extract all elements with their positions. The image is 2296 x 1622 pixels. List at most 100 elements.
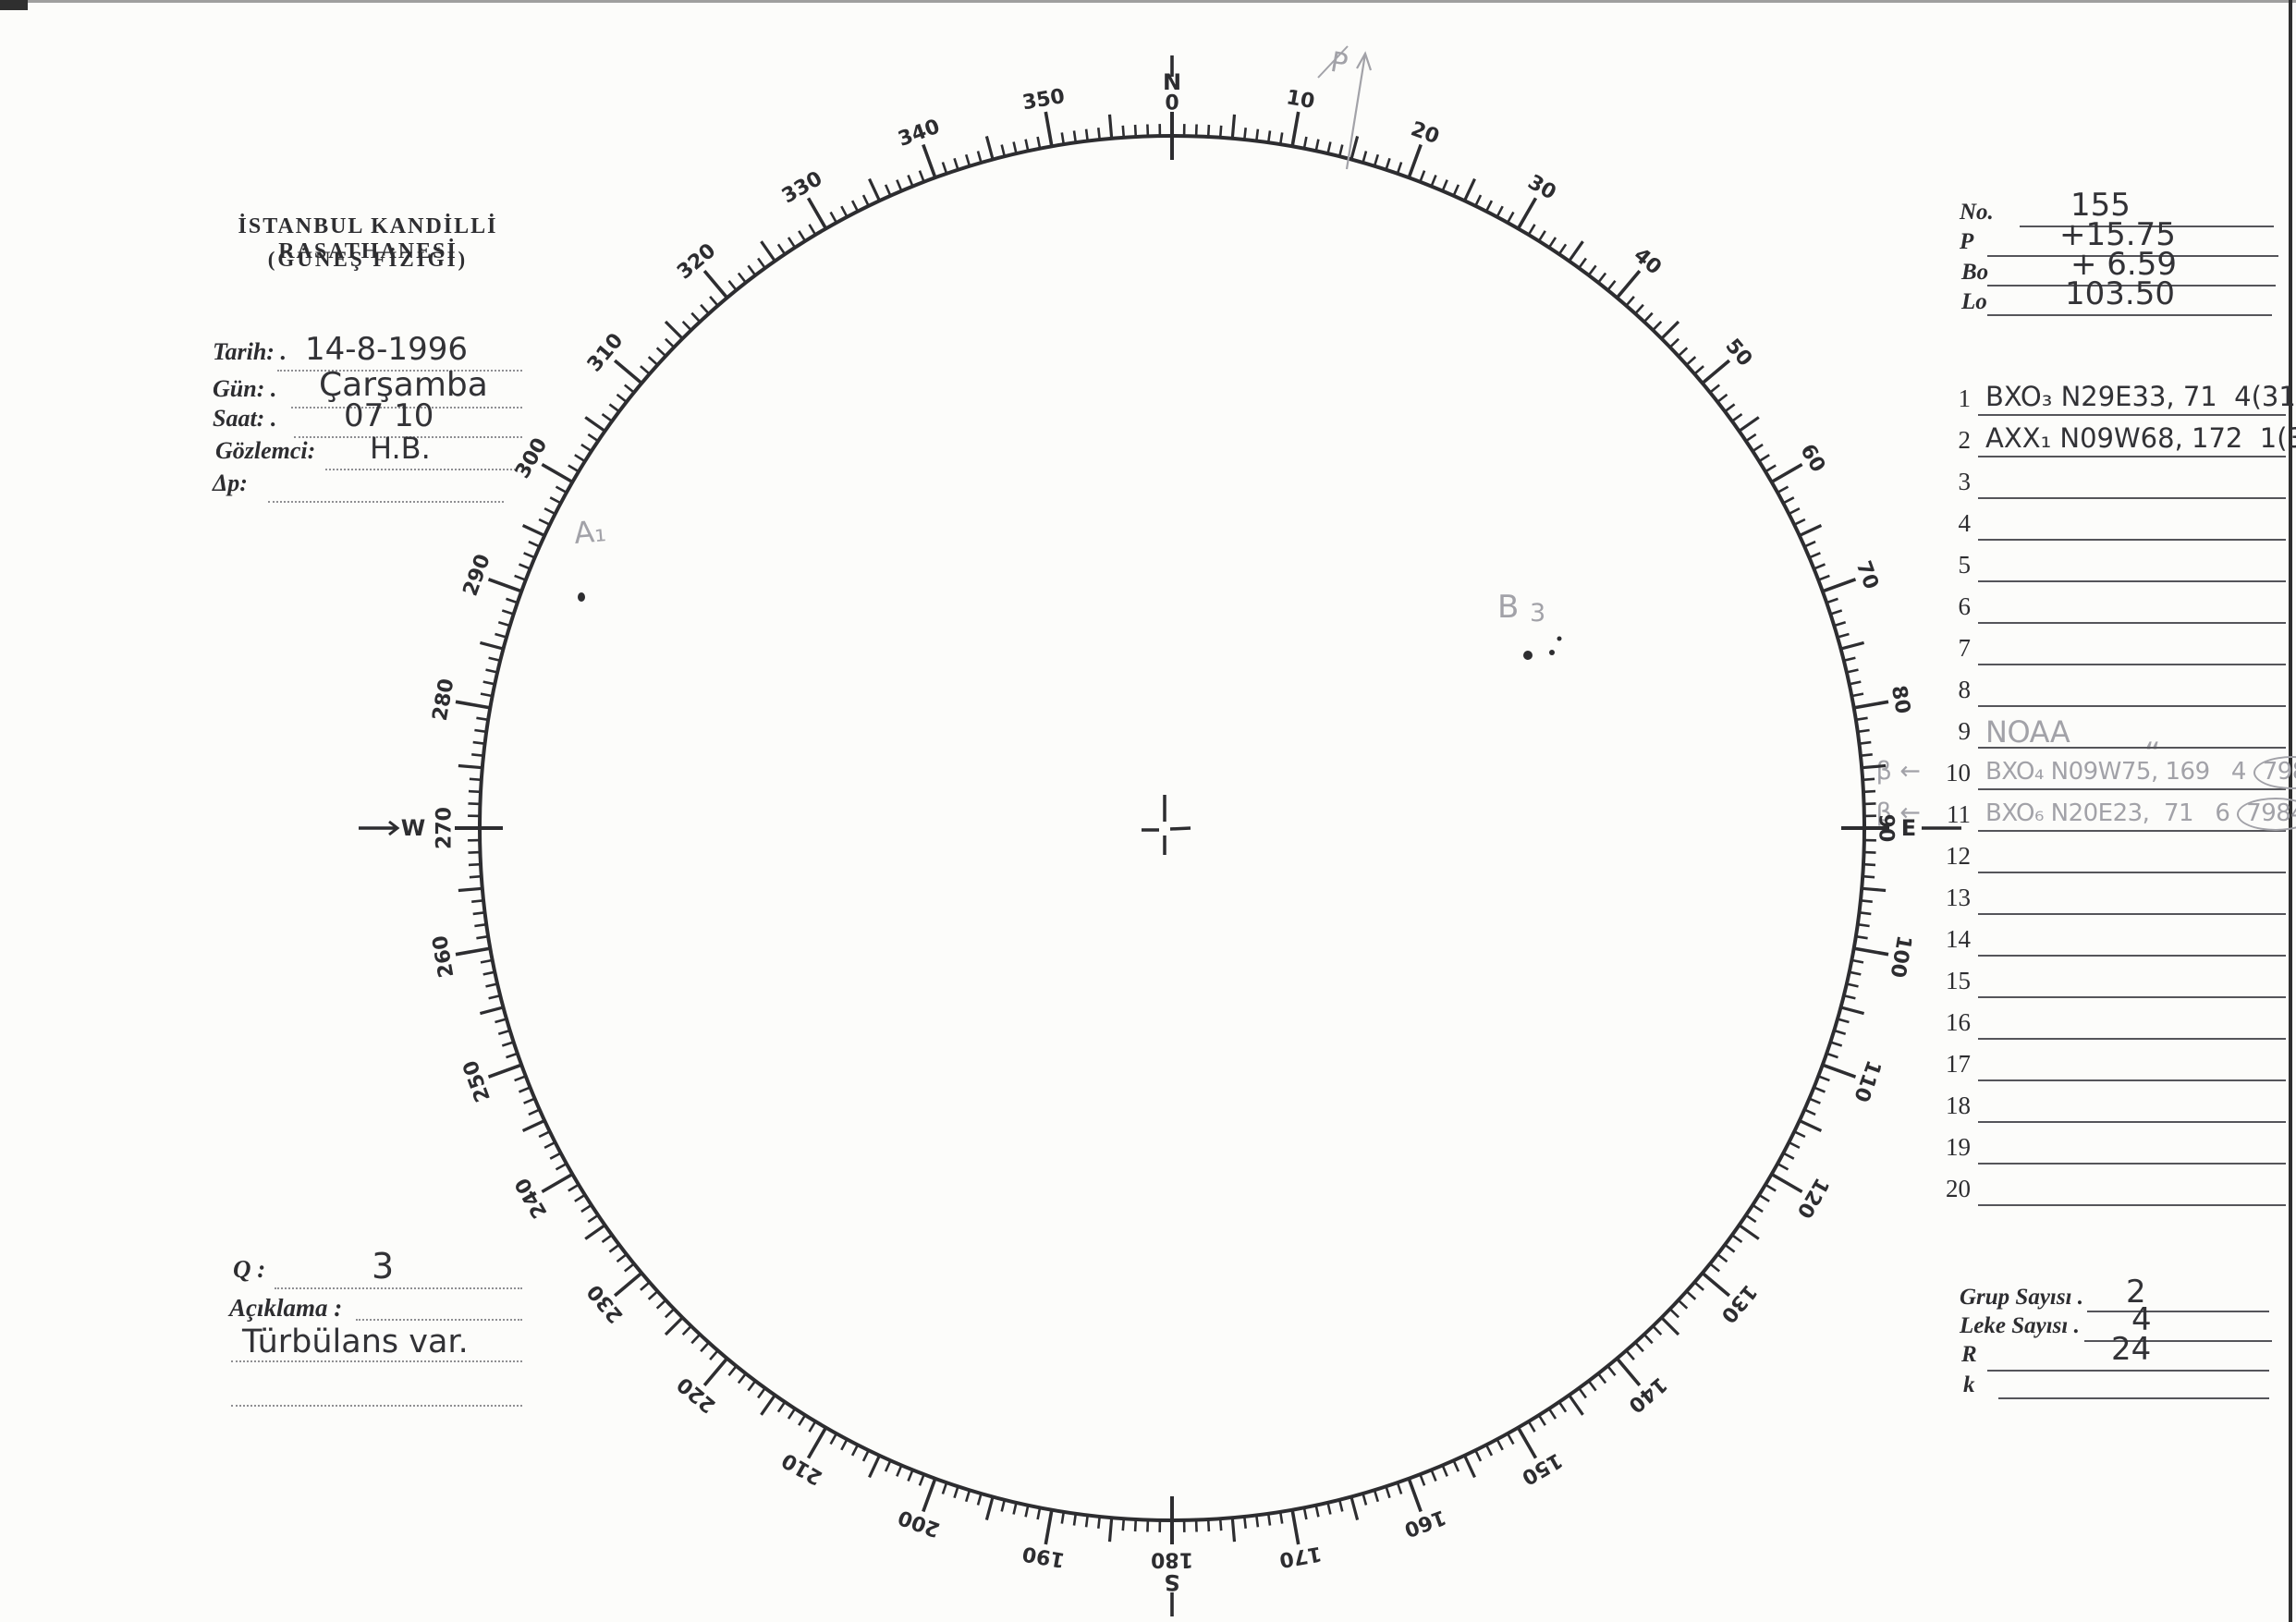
degree-label: 230 — [583, 1280, 629, 1327]
pole-arrowhead-west — [388, 820, 400, 836]
log-row-line — [1978, 1204, 2286, 1206]
log-row-number: 4 — [1958, 509, 1972, 537]
log-row-number: 19 — [1946, 1133, 1971, 1161]
p-angle-arrowhead — [1356, 51, 1373, 71]
log-row-line — [1978, 705, 2286, 707]
q-line — [275, 1287, 522, 1289]
degree-label: 330 — [778, 167, 826, 209]
pole-letter-east: E — [1901, 815, 1916, 841]
degree-label: 40 — [1629, 244, 1666, 280]
log-row-line — [1978, 664, 2286, 665]
log-row-beta-mark: β ← — [1875, 799, 1921, 827]
summary-line-r — [1987, 1370, 2269, 1372]
summary-line-grup-sayisi — [2087, 1311, 2269, 1312]
summary-label-k: k — [1963, 1372, 1975, 1397]
degree-label: 220 — [673, 1372, 720, 1417]
log-row-number: 15 — [1946, 967, 1971, 994]
pole-degree-label-east: 90 — [1875, 814, 1898, 843]
log-row-number: 16 — [1946, 1008, 1971, 1036]
ephemeris-line-no — [2020, 226, 2274, 227]
pole-degree-label-west: 270 — [434, 807, 457, 849]
degree-label: 30 — [1523, 171, 1559, 205]
degree-ticks-minor — [468, 124, 1876, 1532]
center-crosshair — [1169, 826, 1191, 831]
log-row-line — [1978, 580, 2286, 582]
info-label-saat: Saat: . — [213, 405, 277, 432]
log-row-number: 13 — [1946, 884, 1971, 911]
log-row-line — [1978, 1163, 2286, 1165]
ephemeris-line-p — [1987, 255, 2278, 257]
log-row-line — [1978, 872, 2286, 873]
summary-label-leke-sayisi: Leke Sayısı . — [1960, 1313, 2080, 1338]
log-row-line — [1978, 456, 2286, 457]
degree-label: 100 — [1886, 933, 1916, 980]
degree-label: 20 — [1408, 117, 1442, 149]
log-row-line — [1978, 955, 2286, 957]
observatory-title: İSTANBUL KANDİLLİ RASATHANESİ — [238, 214, 498, 263]
degree-ticks-mid — [458, 114, 1887, 1543]
log-row-entry: AXX₁ N09W68, 172 1(30) — [1985, 422, 2296, 454]
info-line-saat — [294, 436, 522, 438]
log-row-line — [1978, 622, 2286, 624]
degree-label: 10 — [1285, 86, 1317, 114]
info-label-delta-p: Δp: — [213, 470, 248, 496]
degree-label: 320 — [673, 239, 720, 285]
info-label-gun: Gün: . — [213, 375, 277, 402]
info-value-gozlemci: H.B. — [370, 431, 431, 466]
log-row-line — [1978, 830, 2286, 832]
log-row-line — [1978, 996, 2286, 998]
log-row-line — [1978, 1121, 2286, 1123]
summary-line-k — [1998, 1397, 2269, 1399]
summary-line-leke-sayisi — [2084, 1340, 2272, 1342]
q-label: Q : — [233, 1255, 266, 1283]
info-label-gozlemci: Gözlemci: — [215, 437, 316, 464]
summary-value-grup-sayisi: 2 — [2126, 1274, 2146, 1311]
degree-label: 340 — [896, 116, 944, 152]
degree-ticks-major — [455, 111, 1889, 1545]
scan-corner-mark — [0, 0, 28, 10]
degree-label: 140 — [1624, 1372, 1671, 1417]
observatory-subtitle: (GÜNEŞ FİZİĞİ) — [267, 248, 469, 271]
scan-edge-top — [0, 0, 2296, 3]
log-row-entry: NOAA — [1985, 714, 2070, 750]
log-row-number: 17 — [1946, 1050, 1971, 1078]
summary-value-leke-sayisi: 4 — [2131, 1301, 2152, 1338]
degree-label: 240 — [511, 1174, 553, 1222]
info-line-tarih — [277, 370, 522, 372]
group-a-pencil-label: A₁ — [572, 513, 607, 551]
p-angle-arrow-shaft — [1345, 53, 1367, 170]
remarks-note: Türbülans var. — [242, 1323, 469, 1360]
ephemeris-value-p: +15.75 — [2059, 216, 2176, 253]
log-row-beta-mark: β ← — [1875, 757, 1921, 786]
ephemeris-label-bo: Bo — [1961, 260, 1989, 285]
log-row-line — [1978, 788, 2286, 790]
sunspot-group-b — [1523, 651, 1533, 660]
ephemeris-value-no: 155 — [2070, 187, 2131, 224]
sunspot-group-b — [1549, 650, 1555, 655]
p-angle-label-slash — [1317, 45, 1349, 79]
ephemeris-value-bo: + 6.59 — [2070, 246, 2177, 283]
aciklama-label: Açıklama : — [229, 1294, 343, 1322]
log-row-line — [1978, 913, 2286, 915]
ephemeris-label-no: No. — [1960, 200, 1994, 225]
log-row-number: 9 — [1958, 717, 1972, 745]
degree-label: 260 — [429, 933, 459, 980]
log-row-line — [1978, 414, 2286, 416]
log-row-line — [1978, 539, 2286, 541]
info-value-tarih: 14-8-1996 — [305, 331, 468, 368]
pole-degree-label-north: 0 — [1165, 92, 1179, 116]
noaa-number-circled: 7984 — [2237, 798, 2296, 831]
log-row-entry: BXO₃ N29E33, 71 4(31) — [1985, 381, 2296, 412]
pole-letter-west: W — [401, 815, 425, 841]
remarks-line-2 — [231, 1360, 522, 1362]
ephemeris-label-lo: Lo — [1961, 289, 1987, 314]
info-value-gun: Çarşamba — [319, 366, 488, 404]
ephemeris-line-bo — [1987, 285, 2276, 287]
log-row-line — [1978, 497, 2286, 499]
degree-label: 300 — [511, 434, 553, 482]
degree-label: 120 — [1792, 1174, 1834, 1222]
log-row-entry: BXO₄ N09W75, 169 4 7982 — [1985, 756, 2296, 789]
degree-label: 110 — [1849, 1057, 1885, 1105]
log-row-line — [1978, 747, 2286, 749]
